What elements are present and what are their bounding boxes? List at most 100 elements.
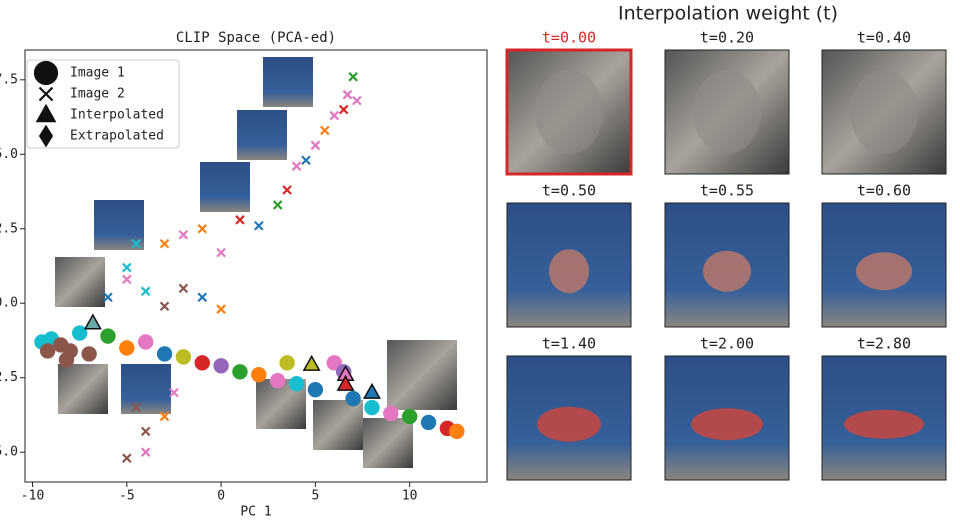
point	[254, 221, 264, 231]
image-label: t=1.40	[542, 335, 596, 353]
chart-title: CLIP Space (PCA-ed)	[176, 30, 336, 46]
point	[131, 402, 142, 413]
image-label: t=0.20	[700, 29, 754, 47]
point	[169, 387, 179, 398]
point	[71, 325, 88, 341]
point	[58, 352, 75, 368]
image-subject	[691, 408, 763, 441]
image-subject	[535, 70, 603, 154]
point	[401, 408, 418, 425]
image-subject	[537, 406, 601, 442]
point	[310, 140, 321, 151]
x-axis-label: PC 1	[240, 505, 271, 520]
legend-marker	[38, 124, 54, 148]
point	[383, 405, 399, 422]
point	[216, 304, 226, 314]
legend-marker	[35, 103, 57, 123]
y-tick-label: 7.5	[0, 72, 18, 87]
image-label: t=0.55	[700, 182, 754, 200]
thumbnail	[58, 364, 108, 414]
point	[119, 340, 135, 356]
thumbnail	[121, 364, 171, 414]
point	[197, 223, 208, 234]
point	[175, 349, 192, 365]
y-tick-label: 0.0	[0, 296, 18, 311]
x-tick-label: 5	[311, 489, 319, 504]
thumbnail	[237, 110, 287, 160]
legend-label: Extrapolated	[70, 129, 164, 144]
plot-frame	[24, 49, 488, 483]
image-subject	[850, 70, 918, 154]
x-tick-label: 0	[217, 489, 225, 504]
grid-title: Interpolation weight (t)	[618, 3, 838, 25]
legend-label: Image 2	[70, 87, 125, 102]
thumbnail	[313, 400, 363, 450]
point	[288, 375, 305, 392]
point	[103, 292, 113, 303]
point	[291, 161, 302, 171]
image-label: t=0.00	[542, 29, 596, 47]
point	[137, 334, 154, 350]
thumbnail	[200, 162, 250, 212]
point	[140, 426, 151, 437]
point	[336, 374, 355, 391]
point	[302, 354, 321, 371]
y-tick-label: 5.0	[0, 147, 18, 162]
thumbnail	[263, 57, 313, 107]
point	[307, 381, 324, 398]
point	[213, 358, 229, 374]
image-label: t=2.80	[857, 335, 911, 353]
point	[232, 364, 248, 380]
point	[282, 185, 292, 195]
point	[197, 292, 208, 303]
x-tick-label: 10	[402, 489, 418, 504]
point	[251, 367, 267, 383]
point	[83, 313, 102, 330]
point	[216, 247, 226, 258]
image-label: t=0.40	[857, 29, 911, 47]
legend-label: Image 1	[70, 66, 125, 81]
point	[362, 382, 381, 399]
point	[140, 447, 151, 457]
point	[100, 328, 116, 344]
point	[159, 238, 170, 249]
point	[140, 286, 151, 297]
x-tick-label: -5	[119, 489, 135, 504]
point	[348, 72, 358, 82]
thumbnail	[387, 340, 457, 410]
image-label: t=2.00	[700, 335, 754, 353]
point	[178, 283, 189, 294]
image-label: t=0.50	[542, 182, 596, 200]
thumbnail	[363, 418, 413, 468]
point	[420, 414, 437, 431]
point	[178, 229, 189, 240]
point	[122, 453, 132, 463]
point	[329, 110, 340, 121]
point	[269, 373, 286, 389]
point	[279, 355, 295, 371]
image-subject	[693, 70, 761, 154]
image-subject	[703, 250, 751, 292]
point	[301, 155, 311, 166]
point	[39, 343, 56, 359]
point	[272, 200, 283, 210]
point	[159, 301, 170, 311]
legend-box	[26, 59, 180, 149]
image-subject	[844, 409, 924, 439]
y-tick-label: -5.0	[0, 445, 18, 460]
legend-marker	[38, 86, 54, 102]
thumbnail	[55, 257, 105, 307]
point	[122, 262, 132, 273]
point	[449, 423, 465, 440]
image-label: t=0.60	[857, 182, 911, 200]
point	[131, 238, 142, 249]
point	[342, 89, 353, 100]
point	[194, 355, 210, 371]
y-tick-label: -2.5	[0, 370, 18, 385]
point	[122, 274, 132, 285]
point	[81, 346, 97, 362]
image-subject	[856, 252, 912, 291]
point	[338, 104, 349, 115]
